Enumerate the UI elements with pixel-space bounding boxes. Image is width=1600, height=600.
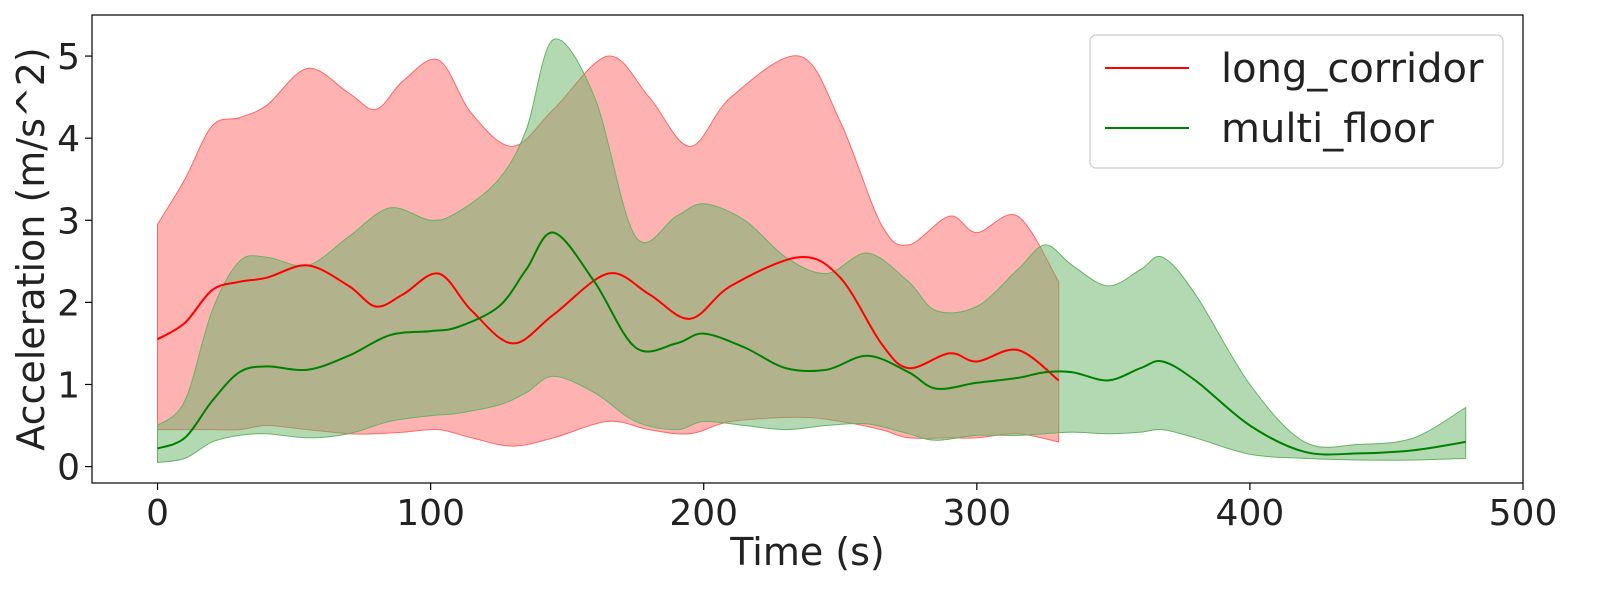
y-tick-label: 5 <box>57 37 80 78</box>
x-tick-label: 500 <box>1489 493 1558 534</box>
x-tick-label: 0 <box>146 493 169 534</box>
x-axis-label: Time (s) <box>729 530 885 574</box>
x-tick-label: 100 <box>396 493 465 534</box>
line-multi-floor <box>157 231 1466 456</box>
legend-label-long-corridor: long_corridor <box>1221 46 1484 92</box>
mean-lines <box>156 231 1466 456</box>
legend-box <box>1089 34 1504 169</box>
band-multi-floor <box>157 38 1467 464</box>
y-tick-label: 0 <box>57 448 80 489</box>
y-tick-label: 3 <box>57 201 80 242</box>
x-tick-label: 300 <box>942 493 1011 534</box>
y-tick-label: 1 <box>57 365 80 406</box>
y-axis-ticks: 0 1 2 3 4 5 <box>57 37 92 489</box>
plot-frame <box>91 14 1524 484</box>
x-axis-ticks: 0 100 200 300 400 500 <box>146 483 1557 534</box>
x-tick-label: 400 <box>1216 493 1285 534</box>
line-long-corridor <box>156 256 1060 382</box>
legend-label-multi-floor: multi_floor <box>1221 106 1434 152</box>
y-tick-label: 2 <box>57 283 80 324</box>
y-tick-label: 4 <box>57 119 80 160</box>
legend: long_corridor multi_floor <box>1089 34 1504 169</box>
y-axis-label: Acceleration (m/s^2) <box>9 47 53 451</box>
confidence-bands <box>157 38 1467 464</box>
x-tick-label: 200 <box>669 493 738 534</box>
